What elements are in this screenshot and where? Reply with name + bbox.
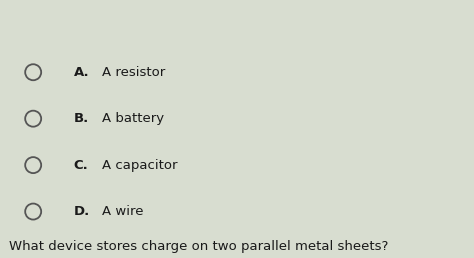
- Text: A battery: A battery: [102, 112, 164, 125]
- Text: What device stores charge on two parallel metal sheets?: What device stores charge on two paralle…: [9, 240, 389, 253]
- Text: A capacitor: A capacitor: [102, 159, 177, 172]
- Text: B.: B.: [73, 112, 89, 125]
- Text: D.: D.: [73, 205, 90, 218]
- Text: A resistor: A resistor: [102, 66, 165, 79]
- Text: C.: C.: [73, 159, 88, 172]
- Text: A.: A.: [73, 66, 89, 79]
- Text: A wire: A wire: [102, 205, 144, 218]
